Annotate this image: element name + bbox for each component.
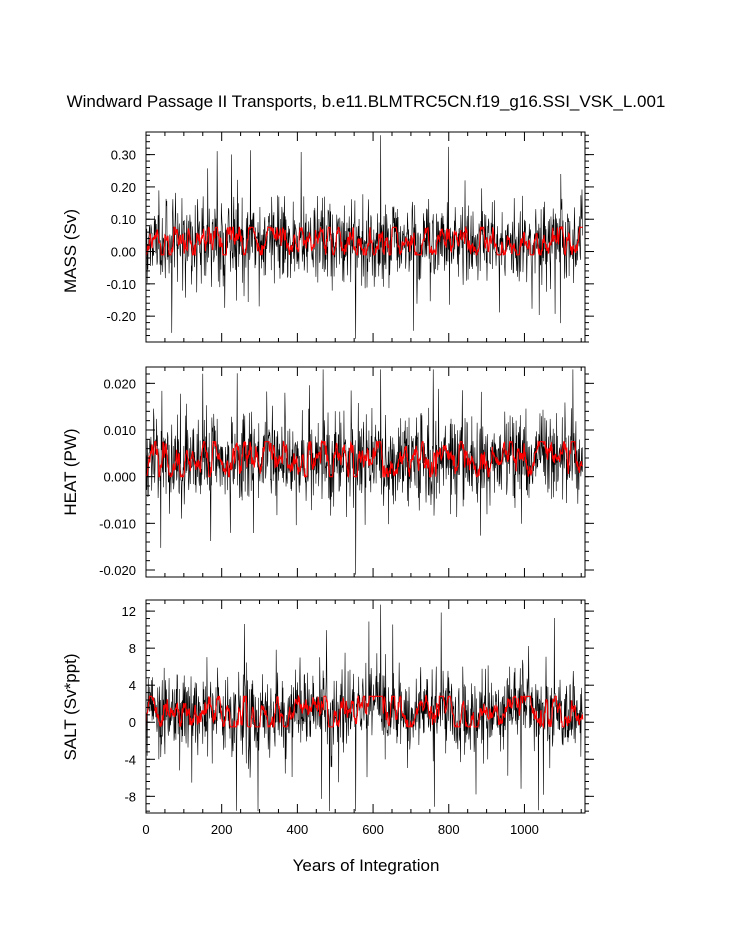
plot-frame: [145, 599, 586, 814]
y-tick-label: 0.10: [111, 212, 136, 227]
heat-panel: -0.020 -0.010 0.000 0.010 0.020 HEAT (PW): [61, 366, 594, 578]
mass-panel: -0.20 -0.10 0.00 0.10 0.20 0.30 MASS (Sv): [61, 131, 594, 343]
y-tick-label: 0.20: [111, 180, 136, 195]
y-tick-label: 0.010: [103, 423, 136, 438]
salt-panel: 0 200 400 600 800 1000 -8 -4 0 4 8 12 SALT (Sv*ppt): [61, 599, 594, 837]
y-tick-label: 0.020: [103, 376, 136, 391]
y-tick-label: -0.20: [106, 309, 136, 324]
x-tick-label: 600: [362, 822, 384, 837]
y-tick-label: -4: [124, 752, 136, 767]
y-tick-label: -8: [124, 789, 136, 804]
smoothed-series-line: [145, 225, 583, 257]
y-axis-label: MASS (Sv): [61, 209, 80, 293]
y-tick-label: -0.010: [99, 516, 136, 531]
y-tick-label: 8: [129, 641, 136, 656]
x-tick-label: 0: [142, 822, 149, 837]
plot-frame: [145, 366, 586, 578]
y-tick-label: -0.10: [106, 277, 136, 292]
x-tick-label: 800: [438, 822, 460, 837]
y-tick-label: 12: [122, 604, 136, 619]
smoothed-series-line: [145, 694, 584, 729]
y-axis-label: HEAT (PW): [61, 428, 80, 515]
y-tick-label: 0.00: [111, 245, 136, 260]
y-tick-label: 4: [129, 678, 136, 693]
x-tick-label: 1000: [510, 822, 539, 837]
x-tick-label: 200: [211, 822, 233, 837]
y-tick-label: 0.30: [111, 148, 136, 163]
y-tick-label: 0.000: [103, 470, 136, 485]
y-axis-label: SALT (Sv*ppt): [61, 653, 80, 760]
x-tick-label: 400: [287, 822, 309, 837]
y-tick-label: -0.020: [99, 563, 136, 578]
plot-frame: [145, 131, 586, 343]
figure-title: Windward Passage II Transports, b.e11.BL…: [67, 92, 666, 111]
x-axis-label: Years of Integration: [293, 856, 440, 875]
y-tick-label: 0: [129, 715, 136, 730]
smoothed-series-line: [145, 439, 584, 478]
